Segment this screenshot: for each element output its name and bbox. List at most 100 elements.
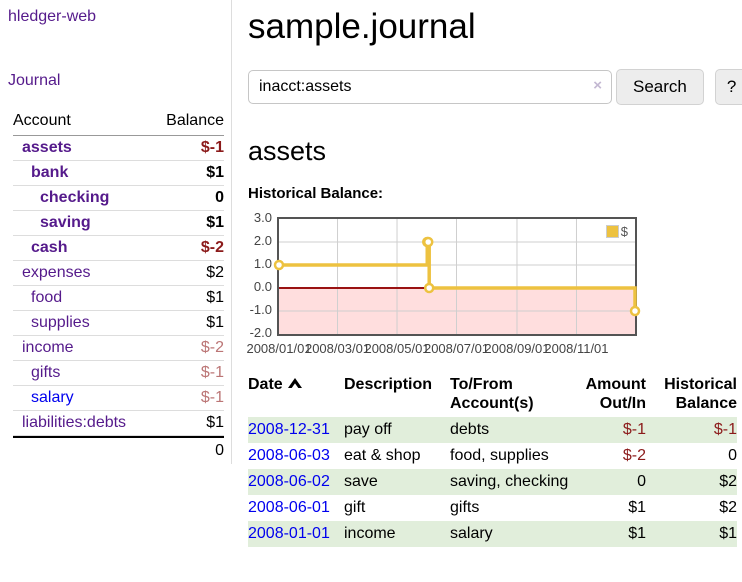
register-row: 2008-12-31 pay off debts $-1 $-1 bbox=[248, 417, 737, 443]
y-tick-label: -1.0 bbox=[249, 302, 272, 317]
sidebar-account-food: food $1 bbox=[13, 286, 224, 311]
accounts-col-account: Account bbox=[13, 112, 71, 129]
sidebar-account-income: income $-2 bbox=[13, 336, 224, 361]
transaction-accounts: salary bbox=[450, 525, 493, 542]
account-heading: assets bbox=[248, 136, 327, 166]
transaction-balance: $2 bbox=[719, 499, 737, 516]
sort-ascending-icon bbox=[287, 375, 302, 394]
chart-series-svg bbox=[273, 219, 641, 334]
accounts-total-row: 0 bbox=[13, 436, 224, 464]
sidebar-account-assets: assets $-1 bbox=[13, 136, 224, 161]
transaction-accounts: debts bbox=[450, 421, 490, 438]
account-balance-cash: $-2 bbox=[200, 239, 224, 256]
account-link-saving[interactable]: saving bbox=[40, 214, 91, 231]
register-row: 2008-01-01 income salary $1 $1 bbox=[248, 521, 737, 547]
transaction-balance: 0 bbox=[728, 447, 737, 464]
transaction-description: pay off bbox=[344, 421, 392, 438]
y-tick-label: 2.0 bbox=[253, 233, 272, 248]
transaction-balance: $2 bbox=[719, 473, 737, 490]
register-col-description: Description bbox=[344, 376, 433, 393]
account-link-gifts[interactable]: gifts bbox=[31, 364, 61, 381]
account-link-cash[interactable]: cash bbox=[31, 239, 68, 256]
account-balance-assets: $-1 bbox=[200, 139, 224, 156]
search-input[interactable] bbox=[248, 70, 612, 104]
legend-swatch-icon bbox=[605, 225, 619, 238]
account-link-income[interactable]: income bbox=[22, 339, 74, 356]
transaction-amount: 0 bbox=[637, 473, 646, 490]
sidebar-account-salary: salary $-1 bbox=[13, 386, 224, 411]
sidebar-account-checking: checking 0 bbox=[13, 186, 224, 211]
account-link-liabilities-debts[interactable]: liabilities:debts bbox=[22, 414, 127, 431]
sidebar-item-journal[interactable]: Journal bbox=[8, 72, 61, 89]
register-row: 2008-06-02 save saving, checking 0 $2 bbox=[248, 469, 737, 495]
sidebar-account-supplies: supplies $1 bbox=[13, 311, 224, 336]
x-tick-label: 2008/01/01 bbox=[246, 341, 312, 356]
clear-search-icon[interactable]: × bbox=[593, 77, 602, 94]
app-window: hledger-web Journal Account Balance asse… bbox=[8, 0, 742, 547]
account-link-assets[interactable]: assets bbox=[22, 139, 72, 156]
chart-plot-area: $ bbox=[273, 217, 641, 336]
accounts-col-balance: Balance bbox=[166, 112, 224, 129]
help-button[interactable]: ? bbox=[714, 69, 742, 105]
x-tick-label: 2008/03/01 bbox=[304, 341, 371, 356]
x-tick-label: 2008/09/01 bbox=[484, 341, 550, 356]
transaction-description: eat & shop bbox=[344, 447, 421, 464]
main-content: sample.journal × Search ? assets Histori… bbox=[232, 0, 742, 547]
account-balance-income: $-2 bbox=[200, 339, 224, 356]
account-link-expenses[interactable]: expenses bbox=[22, 264, 91, 281]
account-link-bank[interactable]: bank bbox=[31, 164, 69, 181]
transaction-date-link[interactable]: 2008-06-02 bbox=[248, 473, 330, 490]
x-tick-label: 2008/07/01 bbox=[423, 341, 490, 356]
sidebar-account-gifts: gifts $-1 bbox=[13, 361, 224, 386]
account-link-supplies[interactable]: supplies bbox=[31, 314, 90, 331]
app-brand-link[interactable]: hledger-web bbox=[8, 8, 97, 25]
transaction-amount: $-1 bbox=[622, 421, 646, 438]
account-balance-supplies: $1 bbox=[206, 314, 224, 331]
sidebar-account-expenses: expenses $2 bbox=[13, 261, 224, 286]
register-header-row: Date Description To/From Account(s) Amou… bbox=[248, 373, 737, 417]
transaction-amount: $1 bbox=[628, 525, 646, 542]
page-title: sample.journal bbox=[248, 7, 476, 46]
transaction-description: save bbox=[344, 473, 378, 490]
transaction-date-link[interactable]: 2008-01-01 bbox=[248, 525, 330, 542]
transaction-date-link[interactable]: 2008-06-01 bbox=[248, 499, 330, 516]
account-balance-gifts: $-1 bbox=[200, 364, 224, 381]
transaction-amount: $1 bbox=[628, 499, 646, 516]
register-col-date[interactable]: Date bbox=[248, 373, 344, 417]
account-link-food[interactable]: food bbox=[31, 289, 63, 306]
account-balance-salary: $-1 bbox=[200, 389, 224, 406]
search-box: × bbox=[248, 70, 612, 104]
search-button[interactable]: Search bbox=[616, 69, 704, 105]
account-link-salary[interactable]: salary bbox=[31, 389, 74, 406]
account-balance-checking: 0 bbox=[215, 189, 224, 206]
chart-legend: $ bbox=[605, 224, 628, 239]
y-tick-label: 3.0 bbox=[253, 210, 272, 225]
account-balance-liabilities-debts: $1 bbox=[206, 414, 224, 431]
sidebar-account-bank: bank $1 bbox=[13, 161, 224, 186]
account-balance-food: $1 bbox=[206, 289, 224, 306]
search-form: × Search ? bbox=[248, 69, 742, 105]
account-balance-saving: $1 bbox=[206, 214, 224, 231]
transaction-amount: $-2 bbox=[622, 447, 646, 464]
transaction-date-link[interactable]: 2008-12-31 bbox=[248, 421, 330, 438]
y-tick-label: 0.0 bbox=[253, 279, 272, 294]
legend-label: $ bbox=[620, 224, 628, 239]
sidebar-account-saving: saving $1 bbox=[13, 211, 224, 236]
transaction-description: gift bbox=[344, 499, 366, 516]
register-col-accounts: To/From Account(s) bbox=[450, 376, 534, 412]
accounts-table: Account Balance assets $-1 bank $1 check… bbox=[13, 110, 224, 464]
x-tick-label: 2008/11/01 bbox=[544, 341, 609, 356]
transaction-accounts: food, supplies bbox=[450, 447, 549, 464]
y-tick-label: -2.0 bbox=[249, 325, 272, 340]
transaction-accounts: gifts bbox=[450, 499, 480, 516]
register-col-balance: Historical Balance bbox=[664, 376, 737, 412]
transaction-description: income bbox=[344, 525, 396, 542]
account-link-checking[interactable]: checking bbox=[40, 189, 110, 206]
y-tick-label: 1.0 bbox=[253, 256, 272, 271]
account-balance-expenses: $2 bbox=[206, 264, 224, 281]
register-col-amount: Amount Out/In bbox=[585, 376, 646, 412]
sidebar-account-liabilities-debts: liabilities:debts $1 bbox=[13, 411, 224, 436]
transaction-date-link[interactable]: 2008-06-03 bbox=[248, 447, 330, 464]
register-table: Date Description To/From Account(s) Amou… bbox=[248, 373, 737, 547]
transaction-balance: $1 bbox=[719, 525, 737, 542]
